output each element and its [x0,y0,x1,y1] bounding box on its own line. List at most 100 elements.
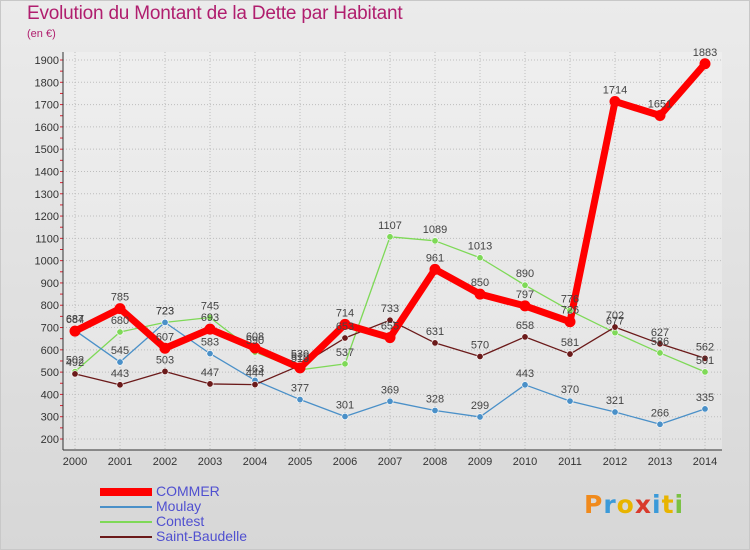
data-label-saint-baudelle: 503 [156,354,174,366]
y-tick-label: 800 [41,300,59,312]
data-point-commer [204,323,216,335]
data-point-saint-baudelle [611,323,619,331]
data-label-saint-baudelle: 570 [471,340,489,352]
data-label-contest: 677 [606,316,624,328]
data-label-contest: 501 [696,355,714,367]
data-label-commer: 1651 [648,99,672,111]
y-tick-label: 400 [41,389,59,401]
data-labels: 684 785 607 693 608 519 714 655 961 850 797 726 1714… [66,47,717,419]
data-point-contest [431,237,439,245]
data-point-moulay [161,318,169,326]
x-tick-label: 2005 [288,456,312,468]
data-point-saint-baudelle [161,367,169,375]
data-label-moulay: 583 [201,337,219,349]
data-label-commer: 785 [111,292,129,304]
data-label-contest: 510 [291,353,309,365]
chart-title: Evolution du Montant de la Dette par Hab… [27,3,403,24]
legend-label: COMMER [156,483,220,499]
logo-letter: r [603,490,617,519]
logo-letter: o [616,490,635,519]
data-point-commer [339,318,351,330]
y-tick-label: 1700 [35,100,59,112]
axes [60,52,722,451]
x-tick-label: 2004 [243,456,267,468]
y-tick-label: 1000 [35,256,59,268]
data-label-commer: 1714 [603,84,627,96]
x-tick-label: 2014 [693,456,717,468]
x-tick-labels: 2000 2001 2002 2003 2004 2005 2006 2007 2008 2009… [63,456,717,468]
data-point-contest [206,313,214,321]
logo-letter: t [661,490,675,519]
y-tick-labels: 200 300 400 500 600 700 800 900 1000 1100 1200 1300… [35,55,59,446]
data-point-commer [249,342,261,354]
data-label-contest: 586 [651,336,669,348]
data-point-commer [159,342,171,354]
data-label-moulay: 723 [156,305,174,317]
y-tick-label: 1300 [35,189,59,201]
data-point-saint-baudelle [386,316,394,324]
data-label-contest: 776 [561,294,579,306]
data-label-contest: 502 [66,355,84,367]
data-label-moulay: 266 [651,407,669,419]
data-point-contest [656,349,664,357]
y-tick-label: 1600 [35,122,59,134]
data-label-commer: 850 [471,277,489,289]
x-tick-label: 2012 [603,456,627,468]
data-point-contest [701,368,709,376]
data-label-contest: 1089 [423,224,447,236]
data-label-contest: 723 [156,305,174,317]
data-label-saint-baudelle: 530 [291,348,309,360]
data-point-contest [566,307,574,315]
data-label-saint-baudelle: 658 [516,320,534,332]
data-point-commer [609,95,621,107]
logo-letter: i [674,490,685,519]
data-label-saint-baudelle: 444 [246,368,264,380]
data-label-moulay: 335 [696,392,714,404]
data-point-saint-baudelle [341,334,349,342]
y-tick-label: 1100 [35,233,59,245]
data-point-commer [69,325,81,337]
data-label-saint-baudelle: 733 [381,303,399,315]
y-tick-label: 1200 [35,211,59,223]
data-label-saint-baudelle: 702 [606,310,624,322]
y-tick-label: 300 [41,412,59,424]
data-label-saint-baudelle: 581 [561,337,579,349]
y-tick-label: 1400 [35,166,59,178]
x-tick-label: 2011 [558,456,582,468]
data-point-saint-baudelle [656,340,664,348]
data-point-commer [294,362,306,374]
data-point-saint-baudelle [206,380,214,388]
y-axis-unit: (en €) [27,28,56,40]
data-label-contest: 1013 [468,241,492,253]
data-label-commer: 714 [336,307,354,319]
data-point-commer [429,263,441,275]
data-label-moulay: 321 [606,395,624,407]
data-point-commer [654,110,666,122]
data-label-contest: 745 [201,300,219,312]
data-point-commer [519,300,531,312]
data-point-commer [699,58,711,70]
data-label-commer: 684 [66,314,84,326]
data-label-commer: 655 [381,321,399,333]
data-point-moulay [296,396,304,404]
data-label-moulay: 687 [66,313,84,325]
data-label-moulay: 545 [111,345,129,357]
data-point-saint-baudelle [71,370,79,378]
data-point-saint-baudelle [701,354,709,362]
data-label-commer: 726 [561,305,579,317]
data-point-moulay [701,405,709,413]
y-tick-label: 700 [41,323,59,335]
proxiti-logo: Proxiti [584,490,684,519]
data-point-moulay [656,420,664,428]
data-label-moulay: 463 [246,363,264,375]
data-point-contest [116,328,124,336]
x-tick-label: 2001 [108,456,132,468]
data-label-contest: 590 [246,335,264,347]
legend-swatch [100,536,152,538]
x-tick-label: 2013 [648,456,672,468]
legend-swatch [100,488,152,496]
y-tick-label: 600 [41,345,59,357]
x-tick-label: 2003 [198,456,222,468]
data-point-moulay [521,381,529,389]
